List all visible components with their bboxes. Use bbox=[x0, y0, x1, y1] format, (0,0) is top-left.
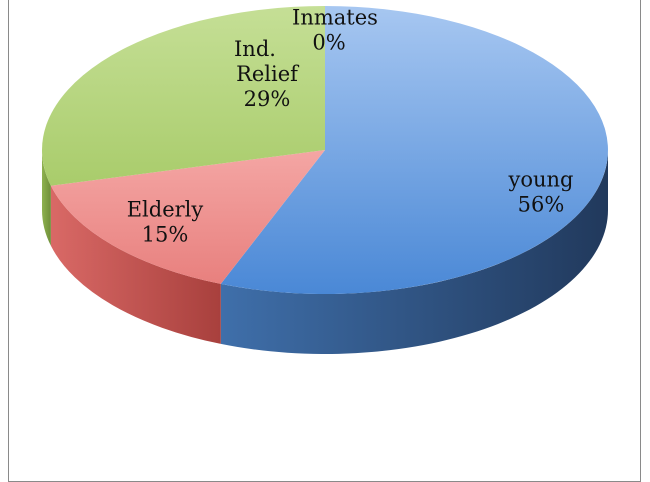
pie-side-elderly bbox=[50, 185, 221, 344]
pie-side-walls bbox=[42, 150, 608, 355]
pie-slice-elderly bbox=[50, 150, 325, 284]
chart-frame: young 56% Elderly 15% Ind. Relief 29% Inmates 0% bbox=[8, 0, 641, 482]
data-label-ind-relief: Ind. Relief 29% bbox=[234, 37, 300, 111]
pie-top-faces bbox=[41, 6, 608, 294]
data-label-inmates: Inmates 0% bbox=[292, 6, 378, 55]
pie-slice-ind-relief bbox=[41, 6, 325, 186]
pie-data-labels: young 56% Elderly 15% Ind. Relief 29%Inmates 0% bbox=[127, 6, 574, 247]
pie-chart: young 56% Elderly 15% Ind. Relief 29%Inmates 0% bbox=[41, 6, 608, 355]
data-label-elderly: Elderly 15% bbox=[127, 198, 204, 247]
pie-slice-young bbox=[220, 6, 608, 294]
pie-side-young bbox=[220, 150, 608, 355]
pie-side-ind-relief bbox=[42, 150, 51, 246]
data-label-young: young 56% bbox=[508, 168, 574, 217]
